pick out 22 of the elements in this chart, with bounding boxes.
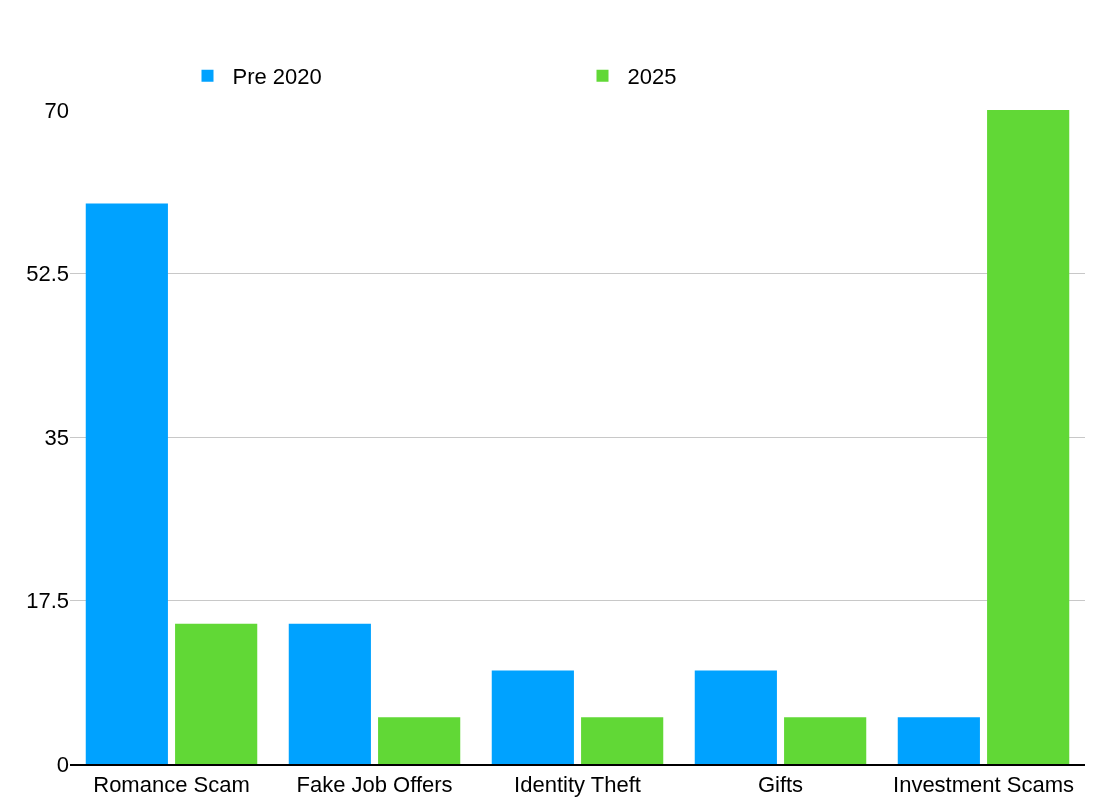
x-tick-label: Romance Scam	[93, 772, 250, 798]
y-tick-label: 52.5	[26, 261, 69, 287]
bar	[378, 717, 461, 764]
bar	[85, 203, 168, 764]
x-tick-label: Fake Job Offers	[296, 772, 453, 798]
y-tick-label: 17.5	[26, 588, 69, 614]
legend-label: 2025	[627, 64, 677, 90]
bar	[175, 623, 258, 764]
x-tick-label: Investment Scams	[893, 772, 1074, 798]
y-tick-label: 70	[44, 97, 69, 123]
bar	[581, 717, 664, 764]
y-tick-label: 35	[44, 424, 69, 450]
bar	[288, 623, 371, 764]
y-tick-label: 0	[56, 751, 69, 777]
bar	[694, 670, 777, 764]
legend-label: Pre 2020	[232, 64, 322, 90]
bar	[897, 717, 980, 764]
bar	[491, 670, 574, 764]
x-tick-label: Identity Theft	[514, 772, 641, 798]
bar	[987, 110, 1070, 764]
bar	[784, 717, 867, 764]
x-tick-label: Gifts	[757, 772, 804, 798]
